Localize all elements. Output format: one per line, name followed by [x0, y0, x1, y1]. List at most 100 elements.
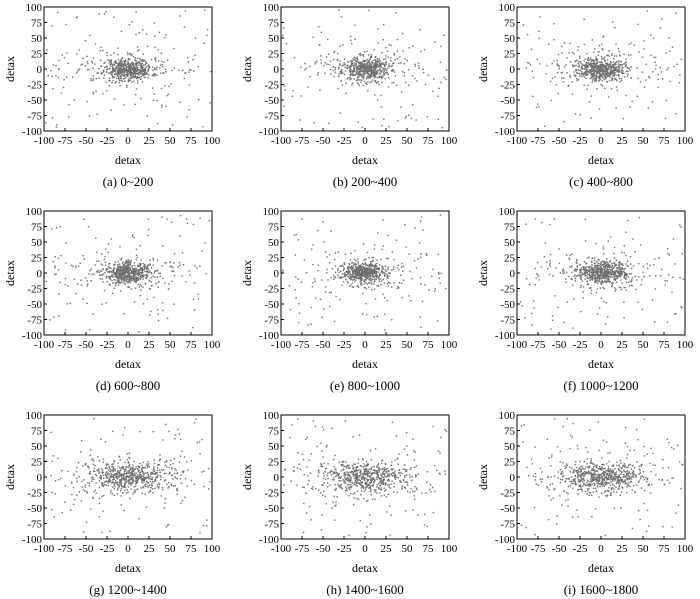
data-point	[125, 69, 127, 71]
data-point	[580, 65, 583, 68]
data-point	[76, 16, 78, 18]
data-point	[106, 66, 108, 68]
data-point	[145, 62, 147, 64]
data-point	[130, 474, 132, 476]
data-point	[59, 281, 61, 284]
data-point	[610, 68, 612, 71]
data-point	[201, 250, 203, 252]
data-point	[372, 259, 374, 262]
data-point	[625, 281, 628, 284]
data-point	[122, 486, 124, 488]
data-point	[599, 70, 601, 72]
data-point	[338, 66, 340, 68]
data-point	[106, 52, 108, 54]
data-point	[126, 476, 129, 478]
x-tick-label: 75	[423, 135, 435, 147]
data-point	[102, 69, 105, 72]
data-point	[89, 329, 91, 331]
data-point	[126, 275, 128, 278]
data-point	[616, 268, 618, 270]
data-point	[584, 240, 587, 242]
y-tick-label: -25	[500, 80, 515, 92]
data-point	[138, 469, 140, 471]
data-point	[593, 77, 595, 79]
data-point	[120, 479, 122, 481]
data-point	[625, 277, 627, 279]
data-point	[402, 50, 404, 52]
data-point	[149, 259, 151, 261]
x-tick-label: 0	[362, 135, 368, 147]
data-point	[605, 264, 607, 267]
x-tick-label: -75	[58, 339, 73, 351]
data-point	[194, 265, 196, 267]
data-point	[364, 263, 366, 265]
data-point	[143, 275, 145, 278]
data-point	[580, 73, 583, 75]
data-point	[551, 319, 554, 321]
data-point	[405, 115, 407, 118]
panel-caption: (d) 600~800	[96, 378, 160, 393]
data-point	[594, 265, 596, 267]
data-point	[88, 467, 90, 469]
data-point	[366, 277, 369, 279]
data-point	[161, 302, 164, 304]
data-point	[365, 276, 367, 279]
data-point	[608, 66, 610, 68]
data-point	[116, 66, 118, 68]
data-point	[58, 59, 60, 62]
data-point	[602, 246, 605, 248]
data-point	[380, 270, 383, 273]
data-point	[126, 471, 128, 473]
data-point	[350, 68, 352, 70]
data-point	[144, 70, 147, 73]
data-point	[371, 71, 374, 73]
data-point	[408, 295, 410, 297]
data-point	[657, 86, 659, 89]
data-point	[371, 265, 373, 267]
data-point	[591, 65, 594, 67]
data-point	[115, 271, 117, 273]
data-point	[342, 72, 344, 74]
data-point	[138, 263, 140, 265]
data-point	[88, 482, 91, 484]
data-point	[341, 71, 343, 73]
data-point	[380, 258, 382, 261]
data-point	[600, 277, 603, 280]
data-point	[590, 261, 593, 263]
data-point	[382, 63, 385, 65]
data-point	[376, 73, 378, 75]
data-point	[400, 274, 402, 276]
data-point	[620, 79, 623, 82]
data-point	[358, 63, 360, 65]
data-point	[155, 282, 157, 285]
data-point	[581, 268, 583, 271]
data-point	[591, 270, 594, 272]
data-point	[590, 63, 592, 65]
data-point	[111, 74, 114, 76]
data-point	[303, 259, 306, 261]
data-point	[338, 271, 340, 274]
data-point	[90, 280, 92, 282]
data-point	[341, 84, 343, 86]
data-point	[422, 68, 424, 71]
data-point	[369, 63, 372, 66]
data-point	[122, 268, 124, 270]
data-point	[154, 487, 156, 489]
data-point	[349, 68, 351, 70]
data-point	[140, 64, 142, 66]
data-point	[376, 59, 379, 61]
data-point	[144, 61, 147, 63]
data-point	[117, 260, 120, 263]
data-point	[411, 75, 414, 77]
data-point	[127, 81, 129, 83]
data-point	[189, 69, 191, 71]
data-point	[110, 267, 112, 270]
data-point	[608, 55, 610, 57]
data-point	[165, 34, 167, 36]
data-point	[583, 18, 585, 21]
data-point	[385, 270, 387, 272]
data-point	[88, 68, 90, 71]
y-tick-label: -25	[27, 80, 42, 92]
data-point	[573, 71, 575, 73]
data-point	[145, 274, 147, 276]
